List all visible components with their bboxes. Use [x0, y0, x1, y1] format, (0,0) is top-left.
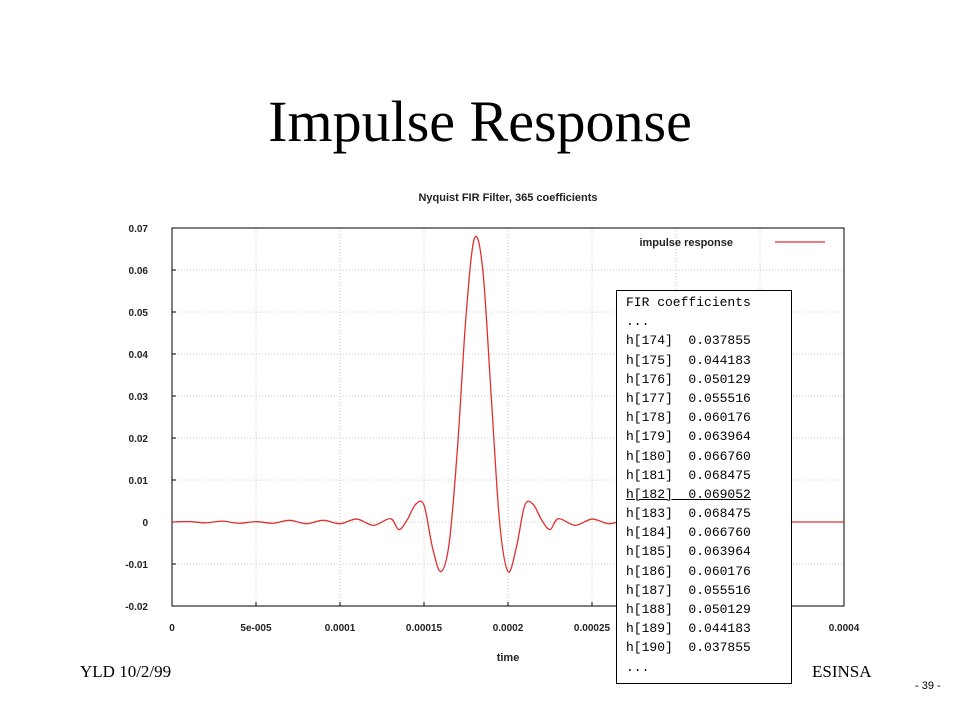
y-tick-label: 0.01 [129, 476, 149, 487]
x-tick-label: 0.0002 [493, 623, 524, 634]
x-tick-label: 0.00015 [406, 623, 443, 634]
coefficient-row: h[183] 0.068475 [626, 506, 751, 522]
coefficient-row: h[184] 0.066760 [626, 525, 751, 541]
coefficient-row: h[187] 0.055516 [626, 582, 751, 598]
y-tick-label: 0.05 [129, 308, 149, 319]
footer-date: YLD 10/2/99 [80, 662, 172, 681]
coefficient-row: h[177] 0.055516 [626, 390, 751, 406]
footer-organization: ESINSA [812, 662, 872, 681]
y-tick-label: -0.01 [125, 560, 148, 571]
coefficient-row: h[176] 0.050129 [626, 371, 751, 387]
y-tick-label: 0.03 [129, 392, 149, 403]
y-tick-label: 0.06 [129, 266, 149, 277]
y-tick-label: 0 [142, 518, 148, 529]
legend-label: impulse response [639, 237, 733, 249]
coefficient-row: h[182] 0.069052 [626, 486, 751, 502]
coefficient-row: h[180] 0.066760 [626, 448, 751, 464]
coefficient-row: h[185] 0.063964 [626, 544, 751, 560]
y-tick-label: 0.07 [129, 224, 149, 235]
coefficient-row: h[175] 0.044183 [626, 352, 751, 368]
y-tick-label: 0.04 [129, 350, 149, 361]
fir-coefficients-box: FIR coefficients... h[174] 0.037855 h[175]… [616, 290, 792, 684]
coefficient-row: h[188] 0.050129 [626, 602, 751, 617]
slide-title: Impulse Response [268, 89, 692, 154]
coefficient-row: h[174] 0.037855 [626, 333, 751, 349]
x-tick-label: 0.0001 [325, 623, 356, 634]
coefficient-row: h[178] 0.060176 [626, 410, 751, 426]
coefficient-row: h[186] 0.060176 [626, 563, 751, 579]
y-tick-label: -0.02 [125, 602, 148, 613]
coefficient-row: h[181] 0.068475 [626, 467, 751, 483]
coefficient-row: ... [626, 659, 650, 675]
x-tick-label: 0.00025 [574, 623, 611, 634]
page-number: - 39 - [915, 680, 941, 692]
coefficient-row: ... [626, 314, 650, 330]
x-tick-label: 0.0004 [829, 623, 860, 634]
coefficient-row: h[190] 0.037855 [626, 640, 751, 656]
coefficients-heading: FIR coefficients [626, 295, 751, 310]
coefficient-row: h[189] 0.044183 [626, 621, 751, 637]
coefficient-row: h[179] 0.063964 [626, 429, 751, 445]
x-tick-label: 0 [169, 623, 175, 634]
x-axis-label: time [497, 652, 520, 664]
x-tick-label: 5e-005 [240, 623, 272, 634]
chart-ticks: 0 5e-005 0.0001 0.00015 0.0002 0.00025 0.0004 -… [125, 224, 860, 634]
y-tick-label: 0.02 [129, 434, 149, 445]
chart-title: Nyquist FIR Filter, 365 coefficients [418, 192, 598, 204]
